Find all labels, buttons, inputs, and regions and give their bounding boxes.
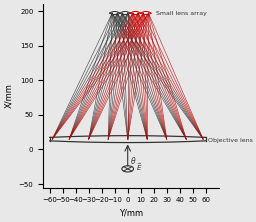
Text: Objective lens: Objective lens <box>208 138 253 143</box>
Text: $\theta$: $\theta$ <box>130 155 137 166</box>
Text: Small lens array: Small lens array <box>156 11 207 16</box>
X-axis label: Y/mm: Y/mm <box>119 209 143 218</box>
Text: $\vec{E}$: $\vec{E}$ <box>135 162 142 173</box>
Y-axis label: X/mm: X/mm <box>4 83 13 108</box>
